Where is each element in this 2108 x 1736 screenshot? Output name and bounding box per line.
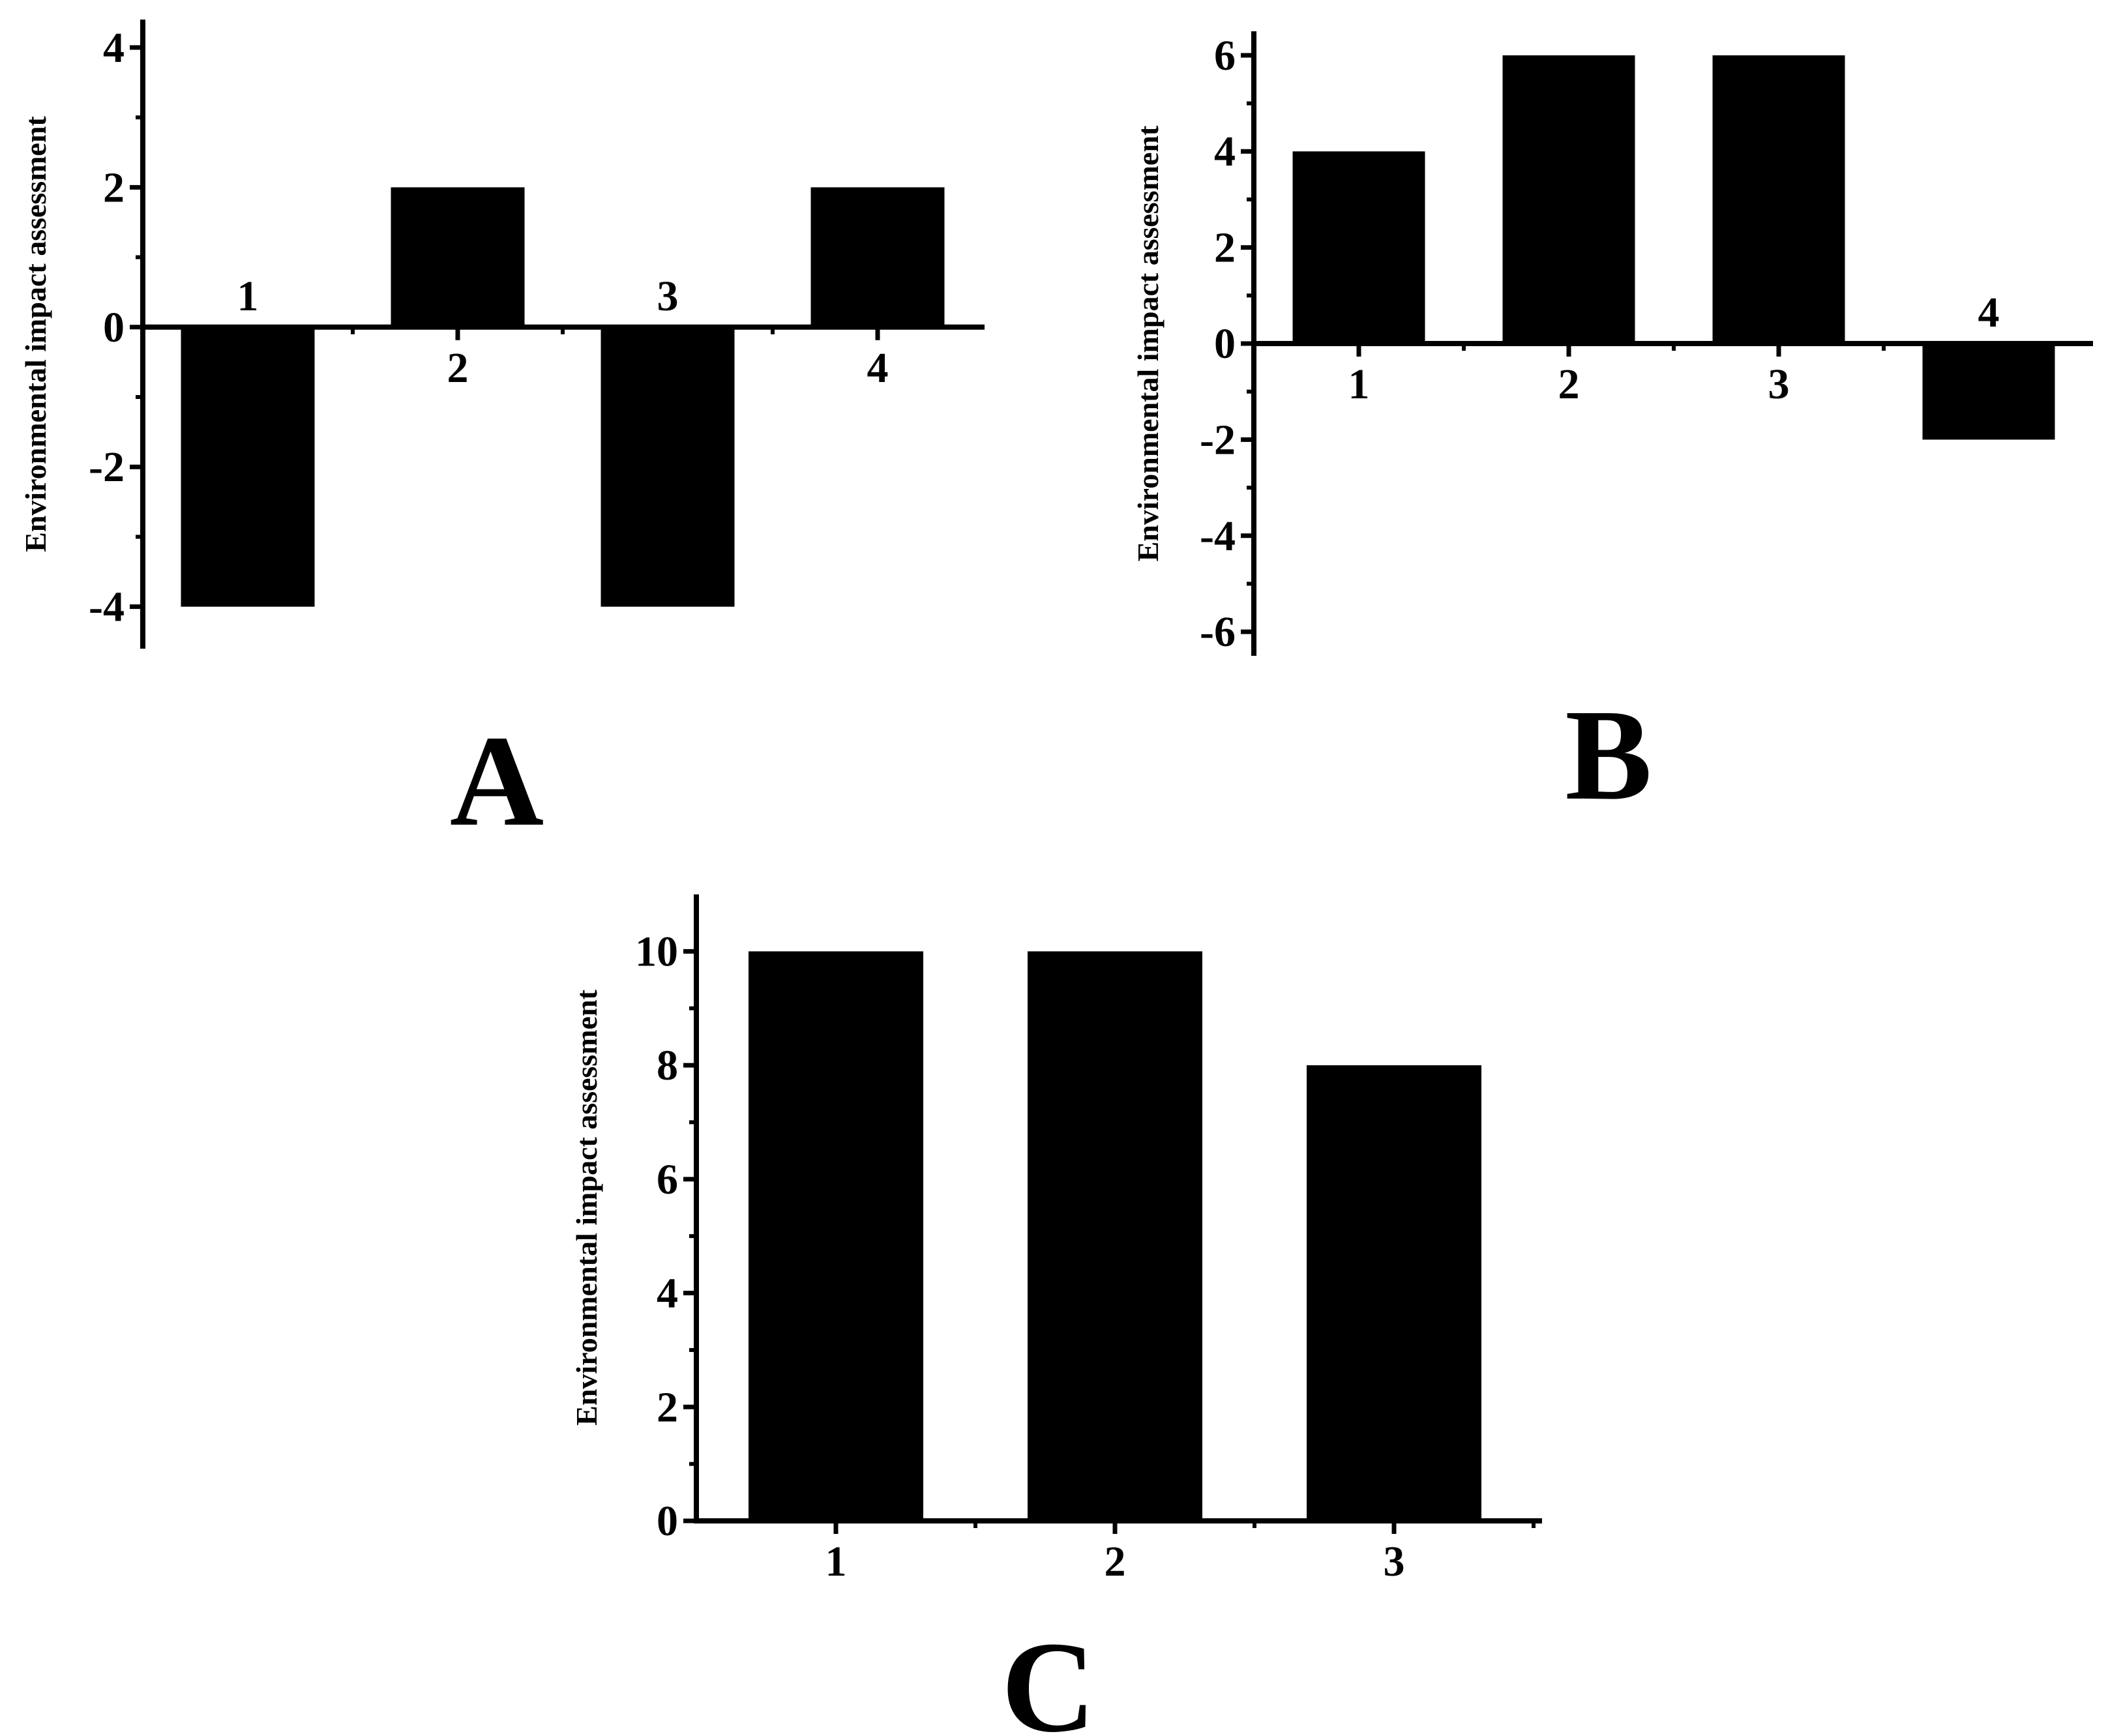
panel-b-y-tick-label: -2 <box>1200 416 1236 463</box>
panel-c-y-tick-label: 0 <box>657 1497 678 1545</box>
panel-a-y-tick-label: -2 <box>89 443 125 491</box>
panel-b-y-tick-label: 6 <box>1214 32 1236 80</box>
panel-a-y-axis-title: Environmental impact assessment <box>19 115 52 552</box>
panel-b-bar-1 <box>1292 151 1425 344</box>
panel-b-bar-3 <box>1712 55 1845 344</box>
panel-b-x-tick-label: 1 <box>1348 360 1370 408</box>
panel-c-y-tick-label: 10 <box>635 928 678 975</box>
panel-b-x-tick-label: 2 <box>1558 360 1580 408</box>
panel-a-bar-4 <box>810 187 945 327</box>
panel-a-x-tick-label: 3 <box>657 272 679 320</box>
panel-a-x-tick-label: 1 <box>237 272 259 320</box>
panel-b-y-tick-label: 0 <box>1214 320 1236 368</box>
panel-a-bar-2 <box>391 187 525 327</box>
panel-a-bar-3 <box>601 327 735 607</box>
panel-a-y-tick-label: 0 <box>103 304 125 351</box>
panel-c-bar-1 <box>749 951 923 1521</box>
panel-b-y-axis-title: Environmental impact assessment <box>1131 125 1165 561</box>
panel-c-y-tick-label: 8 <box>657 1042 678 1089</box>
panel-b-y-tick-label: -6 <box>1200 608 1236 656</box>
panel-c-y-tick-label: 4 <box>657 1270 678 1317</box>
panel-b-chart: -6 -4 -2 0 2 4 6 1 2 3 4 Environmental impact asses… <box>1131 31 2093 827</box>
panel-a-letter: A <box>450 709 544 853</box>
panel-b-y-tick-label: 4 <box>1214 128 1236 175</box>
panel-c-letter: C <box>1002 1615 1095 1736</box>
panel-b-y-tick-label: -4 <box>1200 512 1236 560</box>
panel-a-x-tick-label: 2 <box>447 344 469 392</box>
panel-a-x-tick-label: 4 <box>867 344 889 392</box>
panel-b-bar-2 <box>1502 55 1635 344</box>
panel-b-y-tick-label: 2 <box>1214 224 1236 272</box>
panel-b-x-tick-label: 4 <box>1978 289 2000 336</box>
panel-c-x-tick-label: 3 <box>1384 1538 1405 1585</box>
panel-c-bar-2 <box>1028 951 1202 1521</box>
panel-b-letter: B <box>1565 683 1652 827</box>
panel-a-bar-1 <box>181 327 315 607</box>
panel-c-x-tick-label: 1 <box>825 1538 847 1585</box>
panel-b-x-tick-label: 3 <box>1768 360 1790 408</box>
panel-c-bar-3 <box>1307 1065 1481 1521</box>
panel-c-y-axis-title: Environmental impact assessment <box>570 989 603 1425</box>
panel-c-y-tick-label: 2 <box>657 1383 678 1431</box>
panel-a-chart: -4 -2 0 2 4 1 2 3 4 Environmental impact assessme… <box>19 20 985 853</box>
panel-a-y-tick-label: 2 <box>103 164 125 211</box>
panel-c-y-tick-label: 6 <box>657 1156 678 1203</box>
panel-a-y-tick-label: 4 <box>103 24 125 72</box>
panel-c-x-tick-label: 2 <box>1105 1538 1126 1585</box>
panel-b-bar-4 <box>1922 344 2055 440</box>
panel-a-y-tick-label: -4 <box>89 583 125 631</box>
